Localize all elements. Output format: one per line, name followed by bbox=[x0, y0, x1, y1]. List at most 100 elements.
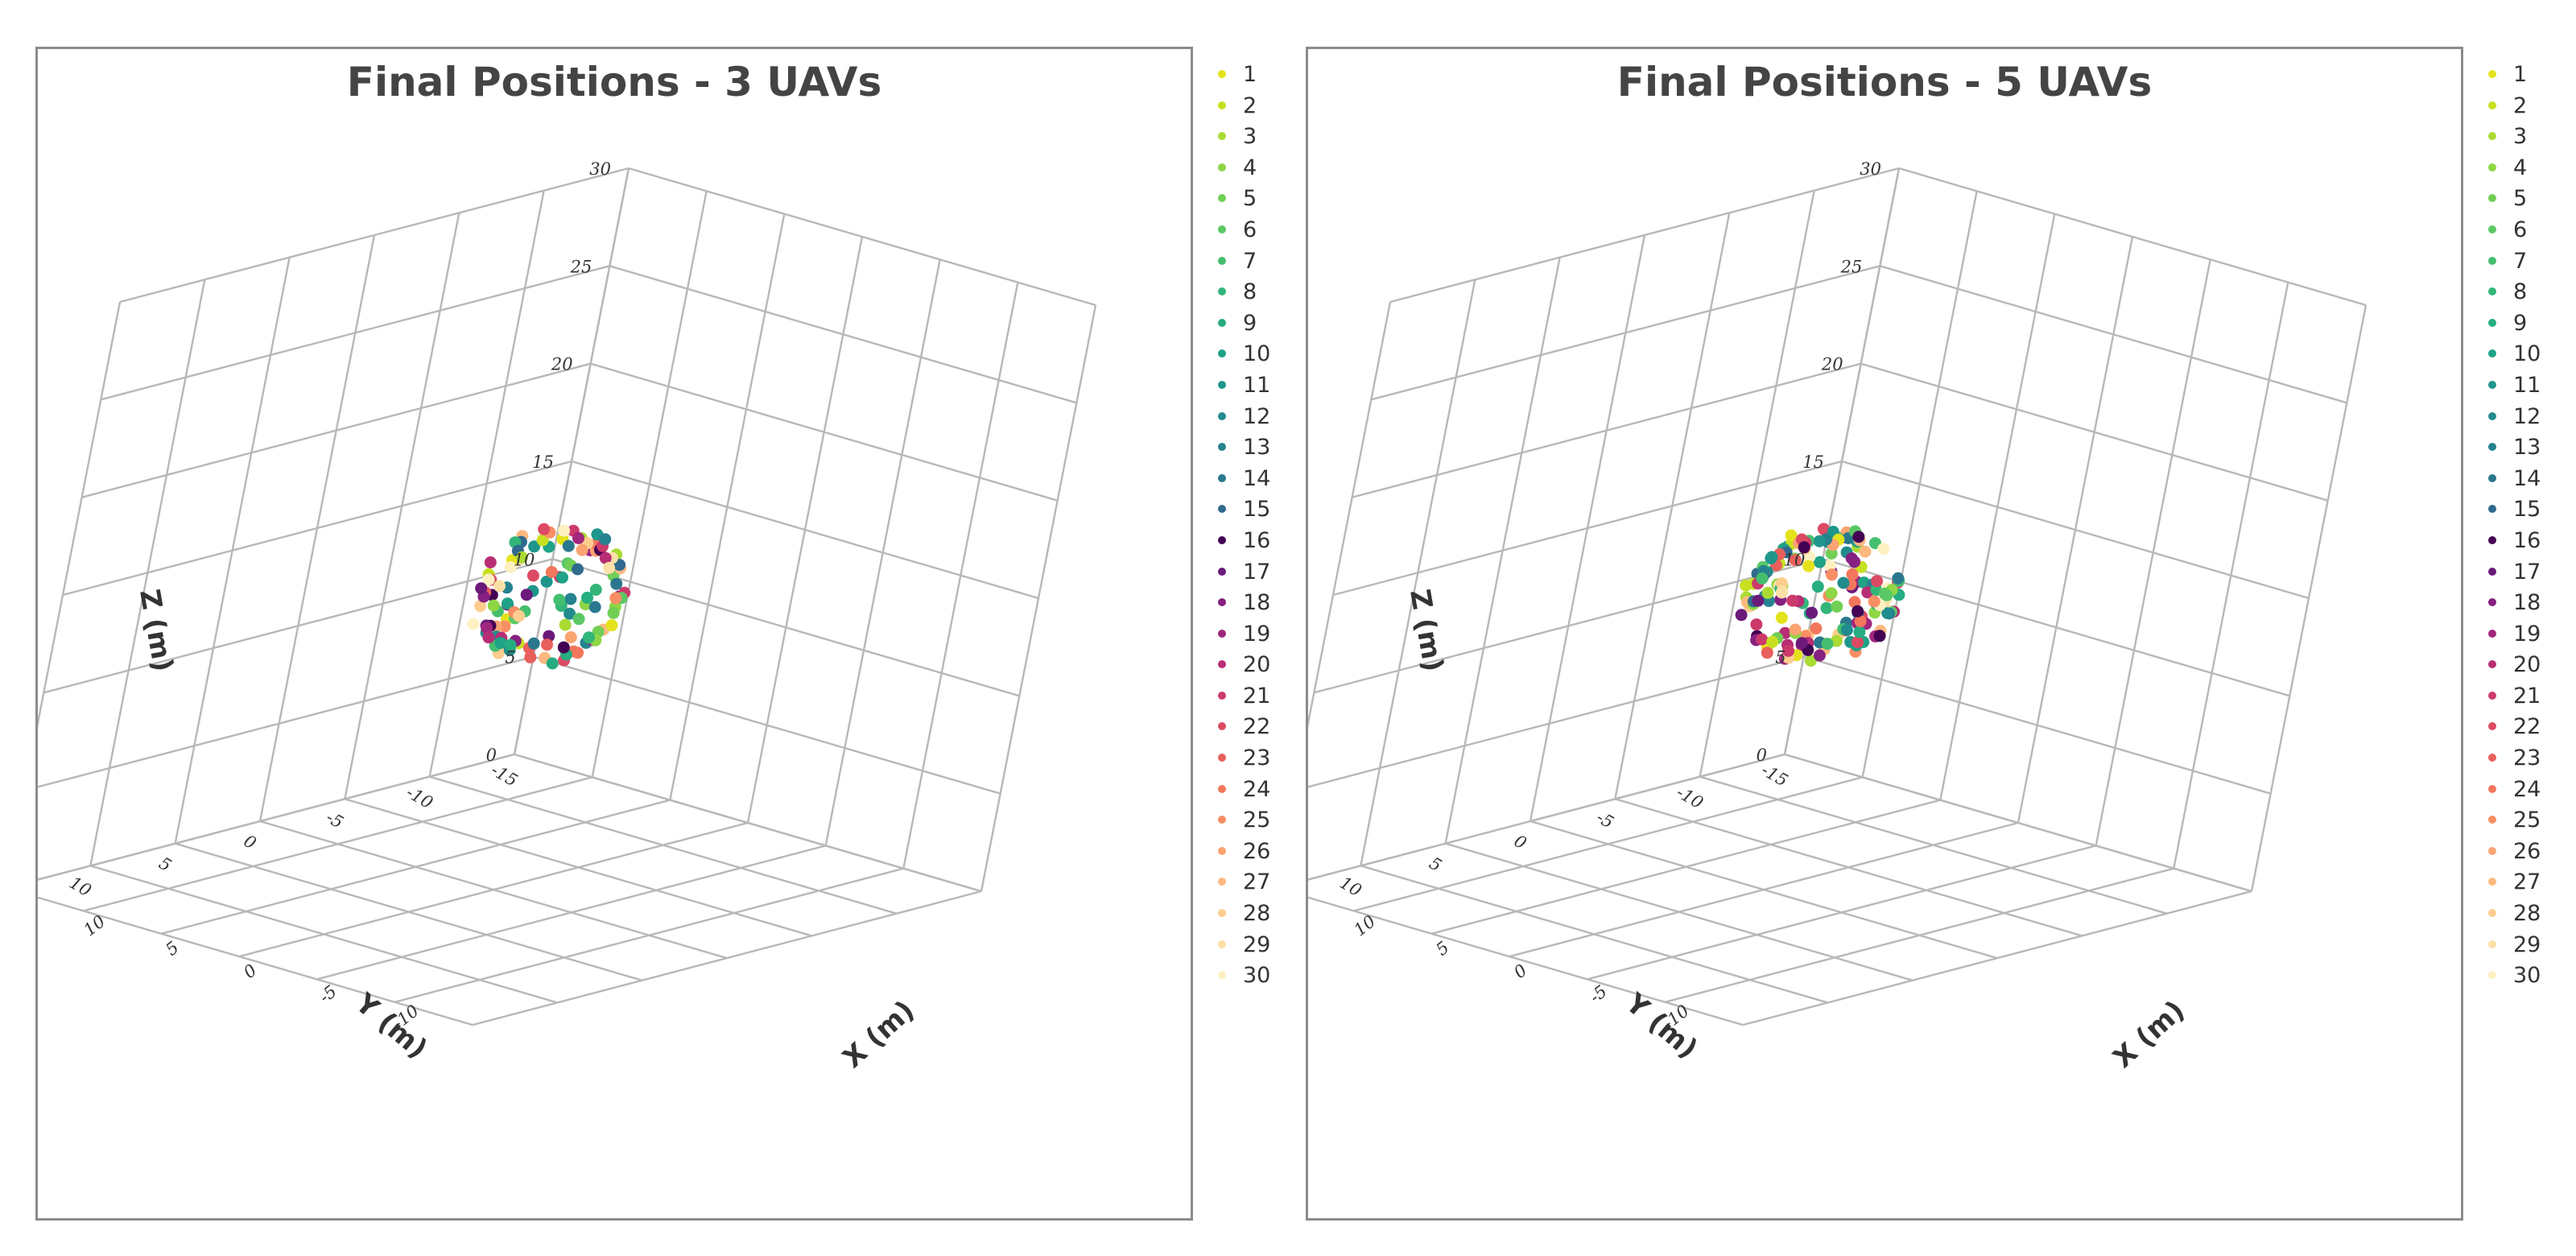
legend-item[interactable]: 13 bbox=[2486, 436, 2566, 467]
legend-item[interactable]: 9 bbox=[1216, 311, 1296, 343]
legend-item[interactable]: 16 bbox=[2486, 528, 2566, 560]
legend-label: 23 bbox=[2513, 746, 2541, 771]
z-tick-label: 15 bbox=[1802, 452, 1824, 472]
data-point-uav-14 bbox=[588, 601, 601, 614]
legend-item[interactable]: 29 bbox=[1216, 932, 1296, 965]
legend-item[interactable]: 14 bbox=[1216, 466, 1296, 498]
legend-marker bbox=[2488, 380, 2496, 389]
legend-item[interactable]: 9 bbox=[2486, 311, 2566, 343]
legend-item[interactable]: 22 bbox=[2486, 715, 2566, 746]
legend-item[interactable]: 18 bbox=[1216, 591, 1296, 622]
back-wall-gridline bbox=[609, 265, 1077, 404]
legend-item[interactable]: 24 bbox=[1216, 777, 1296, 809]
legend-item[interactable]: 27 bbox=[1216, 870, 1296, 902]
legend-label: 17 bbox=[1243, 559, 1271, 585]
z-tick-label: 20 bbox=[1821, 355, 1843, 374]
z-tick-label: 0 bbox=[1757, 746, 1767, 765]
legend-marker bbox=[1218, 940, 1226, 948]
legend-item[interactable]: 2 bbox=[2486, 93, 2566, 126]
legend-item[interactable]: 3 bbox=[2486, 125, 2566, 156]
legend-item[interactable]: 7 bbox=[1216, 249, 1296, 281]
x-tick-label: 5 bbox=[162, 938, 182, 960]
data-point-uav-17 bbox=[1806, 606, 1818, 619]
legend-item[interactable]: 20 bbox=[1216, 653, 1296, 684]
legend-item[interactable]: 16 bbox=[1216, 528, 1296, 560]
legend-label: 12 bbox=[2513, 403, 2541, 429]
chart-title: Final Positions - 5 UAVs bbox=[1616, 59, 2153, 105]
legend-item[interactable]: 23 bbox=[1216, 746, 1296, 778]
legend-item[interactable]: 11 bbox=[2486, 373, 2566, 405]
legend-marker bbox=[2488, 816, 2496, 824]
legend-item[interactable]: 30 bbox=[1216, 964, 1296, 995]
legend-item[interactable]: 26 bbox=[2486, 839, 2566, 871]
legend-item[interactable]: 2 bbox=[1216, 93, 1296, 126]
legend-item[interactable]: 20 bbox=[2486, 653, 2566, 684]
legend-label: 4 bbox=[2513, 155, 2528, 180]
legend-item[interactable]: 3 bbox=[1216, 125, 1296, 156]
legend-item[interactable]: 6 bbox=[1216, 217, 1296, 250]
legend-item[interactable]: 25 bbox=[2486, 808, 2566, 840]
data-point-uav-14 bbox=[527, 637, 540, 650]
legend-item[interactable]: 12 bbox=[1216, 404, 1296, 436]
legend-marker bbox=[2488, 598, 2496, 607]
legend-marker bbox=[2488, 940, 2496, 948]
legend-item[interactable]: 28 bbox=[1216, 902, 1296, 933]
legend-item[interactable]: 11 bbox=[1216, 373, 1296, 405]
legend-item[interactable]: 17 bbox=[1216, 560, 1296, 592]
legend-item[interactable]: 10 bbox=[1216, 342, 1296, 374]
legend-marker bbox=[1218, 101, 1226, 109]
legend-item[interactable]: 23 bbox=[2486, 746, 2566, 778]
z-tick-label: 10 bbox=[1784, 550, 1806, 569]
data-point-uav-17 bbox=[1752, 594, 1765, 607]
legend-item[interactable]: 5 bbox=[2486, 187, 2566, 218]
legend-marker bbox=[2488, 132, 2496, 141]
legend-item[interactable]: 19 bbox=[2486, 622, 2566, 654]
legend-item[interactable]: 17 bbox=[2486, 560, 2566, 592]
legend-marker bbox=[1218, 535, 1226, 544]
data-point-uav-1 bbox=[1785, 529, 1798, 542]
legend-item[interactable]: 5 bbox=[1216, 187, 1296, 218]
legend-label: 29 bbox=[2513, 932, 2541, 957]
legend-item[interactable]: 30 bbox=[2486, 964, 2566, 995]
legend-item[interactable]: 8 bbox=[1216, 280, 1296, 312]
legend-item[interactable]: 26 bbox=[1216, 839, 1296, 871]
legend-item[interactable]: 1 bbox=[2486, 63, 2566, 94]
legend-item[interactable]: 13 bbox=[1216, 436, 1296, 467]
legend-item[interactable]: 18 bbox=[2486, 591, 2566, 622]
legend-label: 30 bbox=[2513, 963, 2541, 989]
z-tick-label: 30 bbox=[589, 159, 611, 179]
legend-item[interactable]: 27 bbox=[2486, 870, 2566, 902]
legend-marker bbox=[2488, 256, 2496, 265]
legend-item[interactable]: 14 bbox=[2486, 465, 2566, 498]
legend-item[interactable]: 10 bbox=[2486, 342, 2566, 374]
legend-item[interactable]: 12 bbox=[2486, 403, 2566, 436]
legend-item[interactable]: 24 bbox=[2486, 777, 2566, 809]
legend-item[interactable]: 21 bbox=[1216, 684, 1296, 716]
legend-item[interactable]: 19 bbox=[1216, 622, 1296, 654]
legend-item[interactable]: 7 bbox=[2486, 249, 2566, 281]
legend-item[interactable]: 21 bbox=[2486, 684, 2566, 716]
legend-item[interactable]: 15 bbox=[1216, 498, 1296, 529]
legend-item[interactable]: 29 bbox=[2486, 932, 2566, 965]
legend-item[interactable]: 22 bbox=[1216, 715, 1296, 746]
legend-item[interactable]: 4 bbox=[2486, 155, 2566, 188]
legend-item[interactable]: 25 bbox=[1216, 808, 1296, 840]
data-point-uav-26 bbox=[1789, 623, 1802, 636]
legend-item[interactable]: 15 bbox=[2486, 498, 2566, 529]
legend-item[interactable]: 4 bbox=[1216, 155, 1296, 188]
side-wall-gridline bbox=[1308, 301, 1392, 729]
legend-item[interactable]: 6 bbox=[2486, 217, 2566, 250]
legend-item[interactable]: 1 bbox=[1216, 63, 1296, 94]
legend-label: 14 bbox=[2513, 465, 2541, 491]
legend-label: 6 bbox=[2513, 217, 2528, 242]
legend-marker bbox=[2488, 909, 2496, 918]
data-point-uav-23 bbox=[1761, 647, 1773, 659]
legend-label: 30 bbox=[1243, 963, 1271, 989]
data-point-uav-6 bbox=[1880, 589, 1893, 601]
legend-item[interactable]: 28 bbox=[2486, 902, 2566, 933]
legend-item[interactable]: 8 bbox=[2486, 280, 2566, 312]
data-point-uav-22 bbox=[1871, 575, 1884, 588]
floor-gridline bbox=[1614, 798, 2083, 937]
